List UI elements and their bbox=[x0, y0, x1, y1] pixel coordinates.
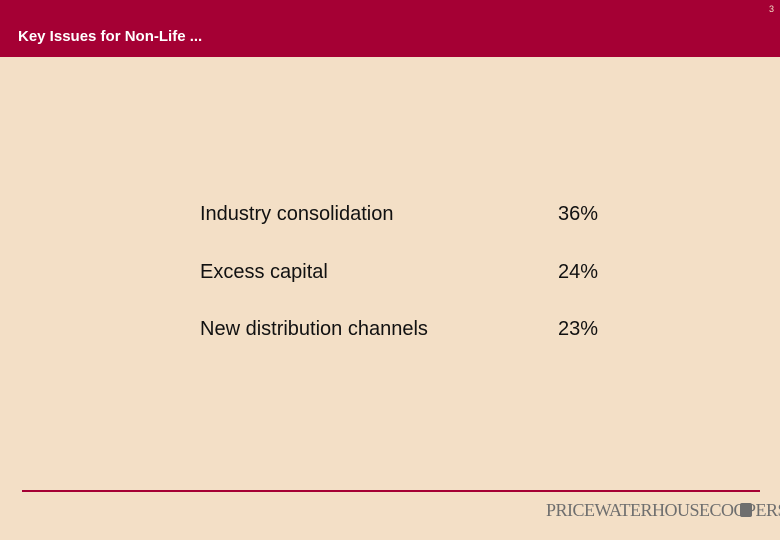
slide-title: Key Issues for Non-Life ... bbox=[18, 28, 203, 45]
footer-rule bbox=[22, 490, 760, 492]
issue-value: 23% bbox=[558, 318, 599, 340]
issue-label: Industry consolidation bbox=[200, 203, 394, 225]
issue-value: 24% bbox=[558, 261, 599, 283]
header-band: 3 Key Issues for Non-Life ... bbox=[0, 0, 780, 57]
page-number: 3 bbox=[768, 4, 774, 14]
company-logo: PRICEWATERHOUSECOOPERS bbox=[546, 500, 780, 520]
issue-value: 36% bbox=[558, 203, 599, 225]
issue-label: Excess capital bbox=[200, 261, 328, 283]
issue-label: New distribution channels bbox=[200, 318, 428, 340]
logo-icon bbox=[740, 503, 752, 517]
